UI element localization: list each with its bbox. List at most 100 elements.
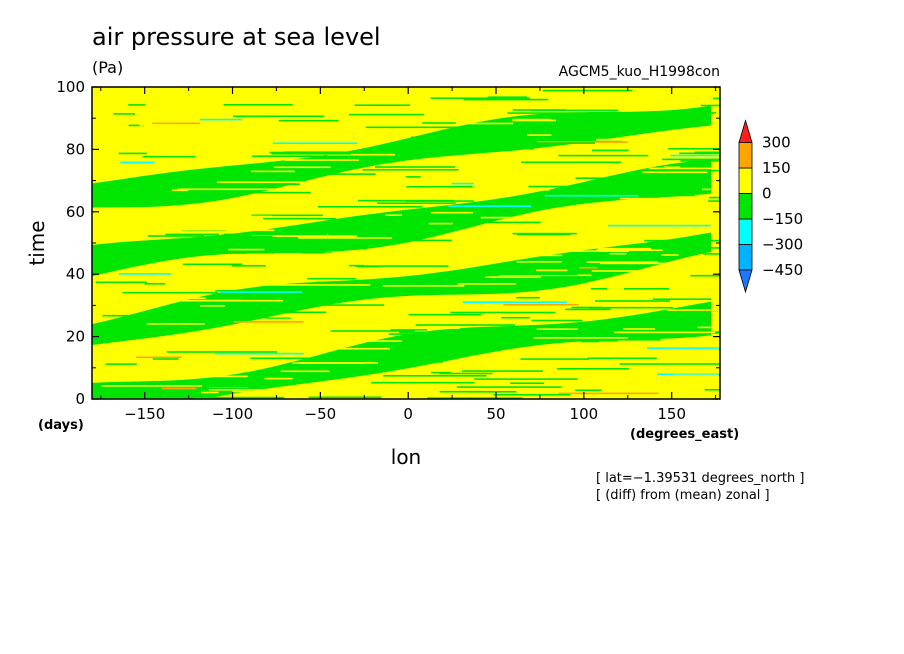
anomaly-streak [102,314,147,317]
colorbar: −450 −300 −150 0 150 300 [738,119,803,294]
anomaly-streak [463,98,549,101]
anomaly-streak [544,194,638,197]
anomaly-streak [228,248,265,251]
anomaly-streak [559,122,624,125]
anomaly-streak [501,316,530,319]
anomaly-streak [362,169,459,171]
anomaly-streak [215,352,304,355]
anomaly-streak [706,276,720,279]
anomaly-streak [426,195,449,197]
anomaly-streak [108,329,169,331]
anomaly-streak [662,158,720,161]
anomaly-streak [370,389,477,391]
anomaly-streak [205,316,268,319]
anomaly-streak [272,142,358,144]
anomaly-streak [200,305,225,307]
anomaly-streak [511,373,579,375]
anomaly-streak [702,188,720,191]
anomaly-streak [284,151,387,153]
anomaly-streak [531,319,583,322]
anomaly-streak [159,370,198,372]
anomaly-streak [520,358,590,360]
colorbar-label: 300 [762,134,791,152]
colorbar-label: −150 [762,210,803,228]
anomaly-streak [572,328,602,331]
y-axis-label: time [25,220,49,265]
anomaly-streak [422,122,456,124]
negative-anomaly-band [92,301,712,399]
anomaly-streak [262,318,367,321]
anomaly-streak [201,391,219,394]
anomaly-streak [276,173,376,175]
anomaly-streak [666,314,688,316]
anomaly-streak [411,136,496,139]
anomaly-streak [637,112,716,114]
anomaly-streak [358,199,454,202]
negative-anomaly-band [92,159,712,277]
anomaly-streak [308,396,382,399]
anomaly-streak [327,153,395,156]
y-tick-label: 100 [56,78,85,96]
anomaly-streak [245,269,351,272]
anomaly-streak [543,250,629,252]
anomaly-streak [130,197,210,200]
x-axis-label: lon [391,445,421,469]
anomaly-streak [332,130,350,132]
anomaly-streak [596,138,672,141]
anomaly-streak [575,177,658,179]
anomaly-streak [334,247,367,250]
anomaly-streak [456,386,562,388]
anomaly-streak [694,151,720,154]
anomaly-streak [161,252,247,254]
y-tick-label: 80 [66,140,85,158]
anomaly-streak [201,360,258,363]
anomaly-streak [152,358,179,360]
anomaly-streak [315,281,354,284]
anomaly-streak [399,258,459,260]
anomaly-streak [467,203,536,206]
anomaly-streak [579,267,598,269]
anomaly-streak [563,311,642,314]
anomaly-streak [355,265,449,267]
anomaly-streak [451,182,474,185]
anomaly-streak [118,152,147,155]
y-axis: 0 20 40 60 80 100 [56,78,720,408]
anomaly-streak [105,363,137,365]
anomaly-streak [386,288,412,291]
anomaly-streak [382,285,465,287]
anomaly-streak [151,122,201,125]
anomaly-streak [408,313,482,316]
anomaly-streak [215,290,316,292]
anomaly-streak [597,247,651,250]
anomaly-streak [619,197,656,200]
anomaly-streak [424,241,506,244]
anomaly-streak [271,153,352,155]
anomaly-streak [383,375,487,377]
anomaly-streak [354,104,411,106]
anomaly-streak [589,306,673,309]
anomaly-streak [115,156,142,158]
anomaly-streak [390,329,428,331]
anomaly-streak [317,206,423,208]
anomaly-streak [615,348,648,350]
anomaly-streak [307,277,356,280]
anomaly-streak [366,274,381,277]
anomaly-streak [703,253,720,255]
anomaly-streak [101,385,203,387]
anomaly-streak [324,252,394,255]
colorbar-label: 0 [762,185,772,203]
anomaly-streak [427,361,444,363]
anomaly-streak [536,141,628,143]
anomaly-streak [516,261,562,263]
anomaly-streak [185,145,210,148]
anomaly-streak [199,118,243,121]
colorbar-lower-extension [738,269,753,294]
anomaly-streak [139,124,176,126]
anomaly-streak [200,190,260,192]
anomaly-streak [357,265,380,268]
anomaly-streak [290,313,333,316]
anomaly-streak [252,155,339,157]
anomaly-streak [592,149,629,152]
anomaly-streak [462,370,543,372]
anomaly-streak [667,309,720,311]
